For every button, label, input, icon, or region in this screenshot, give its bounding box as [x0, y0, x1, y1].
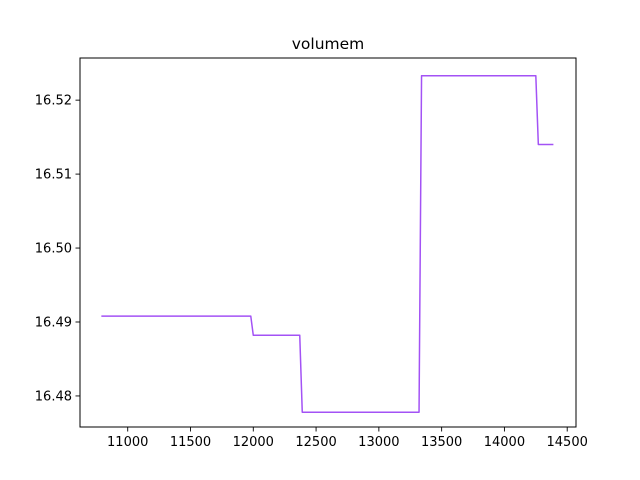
y-tick-label: 16.49	[35, 315, 72, 330]
x-tick-label: 13500	[421, 435, 462, 450]
series-layer	[101, 75, 554, 413]
x-tick-label: 11500	[170, 435, 211, 450]
x-tick-label: 12500	[295, 435, 336, 450]
y-tick-label: 16.48	[35, 389, 72, 404]
series-line-0	[101, 75, 554, 413]
y-tick-label: 16.51	[35, 168, 72, 183]
y-tick-label: 16.52	[35, 94, 72, 109]
y-axis: 16.48 16.49 16.50 16.51 16.52	[35, 94, 80, 404]
x-tick-label: 12000	[233, 435, 274, 450]
x-tick-label: 11000	[107, 435, 148, 450]
x-tick-label: 13000	[358, 435, 399, 450]
plot-frame	[79, 57, 577, 428]
chart-title: volumem	[292, 35, 365, 53]
x-axis: 11000 11500 12000 12500 13000 13500 14000 14500	[107, 427, 588, 450]
x-tick-label: 14000	[484, 435, 525, 450]
y-tick-label: 16.50	[35, 242, 72, 257]
x-tick-label: 14500	[547, 435, 588, 450]
